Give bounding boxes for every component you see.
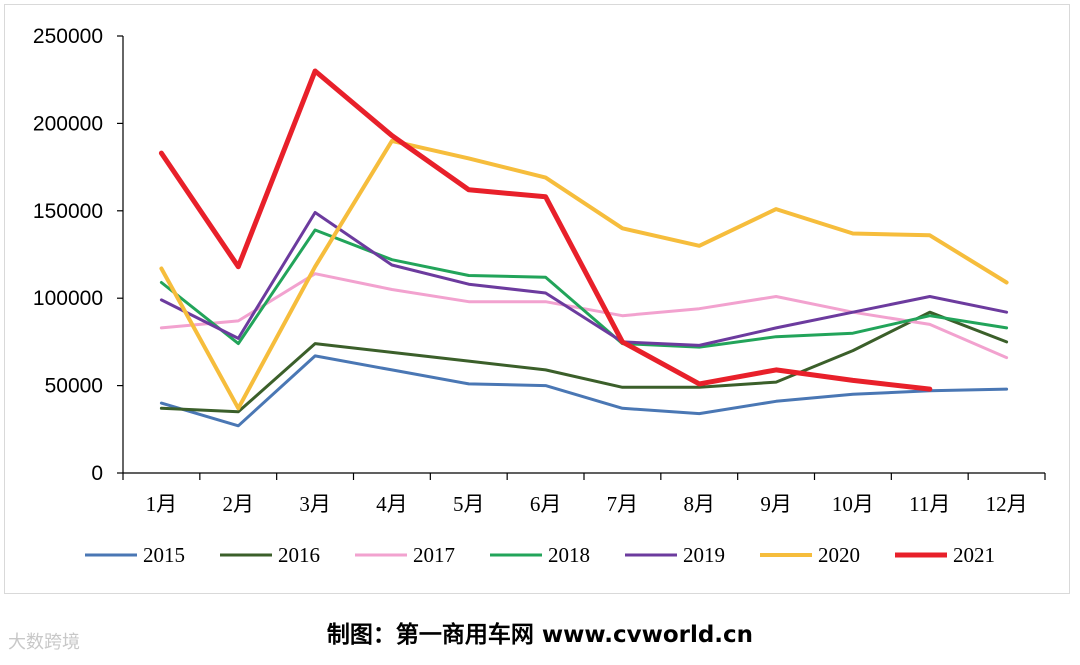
y-tick-label: 0	[91, 462, 103, 485]
chart-credit: 制图：第一商用车网 www.cvworld.cn	[326, 622, 754, 648]
legend-label-2020: 2020	[818, 543, 860, 567]
y-tick-label: 250000	[33, 25, 103, 48]
x-tick-label: 9月	[760, 492, 792, 516]
y-tick-label: 100000	[33, 287, 103, 310]
legend-label-2017: 2017	[413, 543, 455, 567]
series-line-2018	[159, 228, 1009, 349]
x-tick-label: 12月	[986, 492, 1028, 516]
x-tick-label: 7月	[607, 492, 639, 516]
watermark: 大数跨境	[8, 632, 80, 653]
legend-label-2018: 2018	[548, 543, 590, 567]
x-tick-label: 11月	[909, 492, 950, 516]
x-tick-label: 1月	[146, 492, 178, 516]
y-tick-label: 200000	[33, 112, 103, 135]
y-tick-label: 150000	[33, 200, 103, 223]
legend-label-2019: 2019	[683, 543, 725, 567]
series-line-2019	[159, 211, 1009, 347]
x-tick-label: 6月	[530, 492, 562, 516]
x-tick-label: 5月	[453, 492, 485, 516]
line-chart: 0 50000 100000 150000 200000 250000 1月 2月 3月 4月 5月…	[33, 25, 1046, 567]
x-tick-label: 2月	[223, 492, 255, 516]
legend-label-2021: 2021	[953, 543, 995, 567]
x-tick-label: 4月	[376, 492, 408, 516]
legend-label-2015: 2015	[143, 543, 185, 567]
x-tick-label: 10月	[832, 492, 874, 516]
x-tick-label: 3月	[299, 492, 331, 516]
series-line-2015	[159, 354, 1009, 428]
series-line-2021	[158, 68, 933, 392]
x-tick-label: 8月	[684, 492, 716, 516]
y-tick-label: 50000	[45, 375, 103, 398]
legend-label-2016: 2016	[278, 543, 320, 567]
series-line-2020	[159, 138, 1009, 411]
series-line-2016	[159, 310, 1009, 414]
